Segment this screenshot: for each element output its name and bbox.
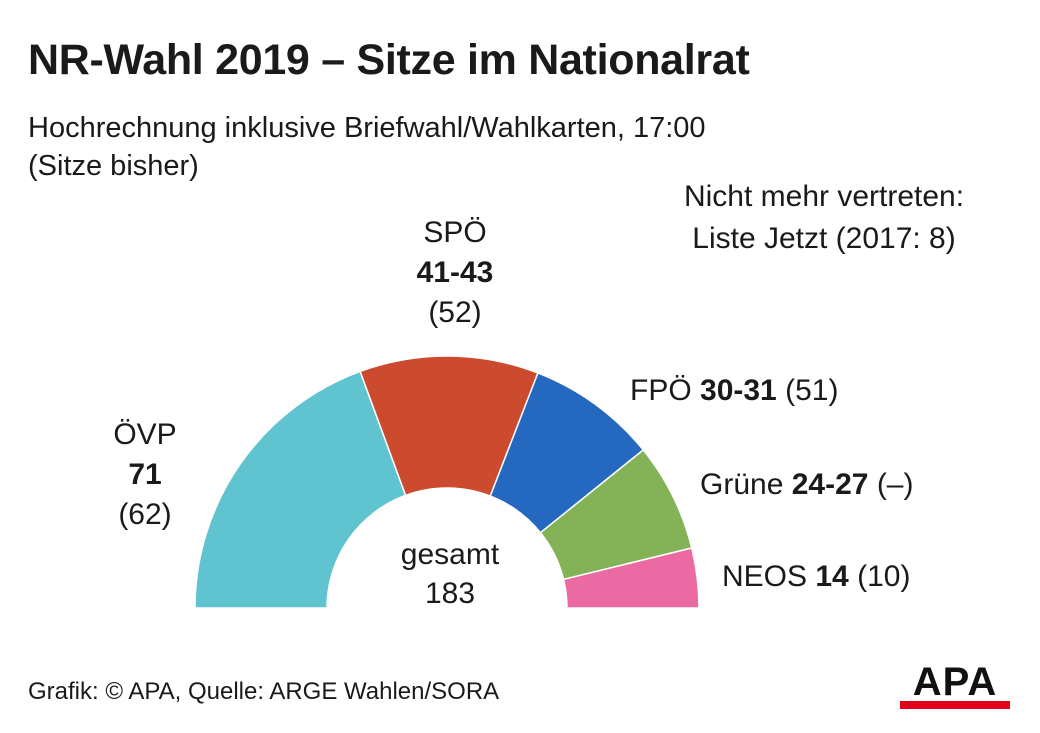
neos-previous-label: (10) — [857, 560, 911, 593]
apa-logo: APA — [900, 660, 1010, 710]
grune-previous-label: (–) — [876, 468, 914, 501]
ovp-seat-segment — [194, 370, 407, 609]
not-represented-party: Liste Jetzt (2017: 8) — [692, 222, 956, 255]
fpo-label: FPÖ 30-31 (51) — [630, 374, 838, 408]
chart-title: NR-Wahl 2019 – Sitze im Nationalrat — [28, 36, 750, 84]
grune-name-label: Grüne — [700, 468, 784, 501]
ovp-name-label: ÖVP — [113, 418, 177, 451]
chart-subtitle-note: (Sitze bisher) — [28, 150, 199, 182]
ovp-seats-label: 71 — [128, 458, 162, 491]
neos-name-label: NEOS — [722, 560, 808, 593]
spo-previous-label: (52) — [428, 296, 482, 329]
fpo-name-label: FPÖ — [630, 374, 692, 407]
ovp-previous-label: (62) — [118, 498, 172, 531]
center-total-caption: gesamt — [400, 538, 500, 571]
source-credit: Grafik: © APA, Quelle: ARGE Wahlen/SORA — [28, 678, 500, 705]
center-total-value: 183 — [424, 577, 476, 610]
fpo-previous-label: (51) — [785, 374, 839, 407]
spo-name-label: SPÖ — [423, 216, 487, 249]
apa-logo-text: APA — [912, 660, 998, 704]
spo-seats-label: 41-43 — [416, 256, 494, 289]
apa-logo-bar — [900, 701, 1010, 709]
neos-seats-label: 14 — [815, 560, 849, 593]
chart-subtitle: Hochrechnung inklusive Briefwahl/Wahlkar… — [28, 112, 706, 144]
grune-label: Grüne 24-27 (–) — [700, 468, 913, 502]
neos-label: NEOS 14 (10) — [722, 560, 910, 594]
grune-seats-label: 24-27 — [791, 468, 869, 501]
neos-seat-segment — [562, 547, 700, 609]
not-represented-heading: Nicht mehr vertreten: — [683, 180, 965, 213]
fpo-seats-label: 30-31 — [700, 374, 777, 407]
